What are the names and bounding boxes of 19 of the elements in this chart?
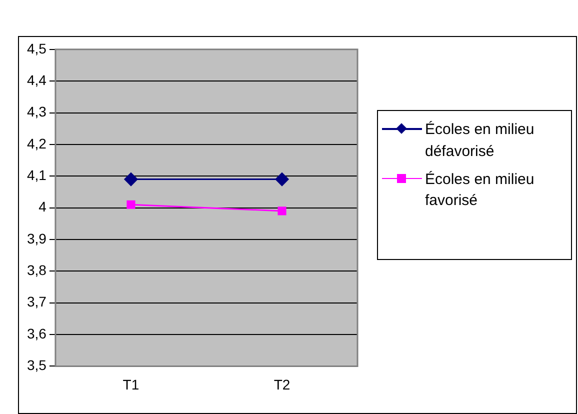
y-tick-label: 4,2	[26, 135, 47, 152]
y-tick-label: 3,5	[26, 357, 47, 374]
y-tick-label: 4,1	[26, 166, 47, 183]
y-tick-label: 4,5	[26, 40, 47, 56]
y-tick-label: 4,4	[26, 72, 47, 88]
point	[124, 172, 138, 186]
y-tick-label: 4	[38, 198, 47, 215]
x-tick-label: T2	[274, 376, 290, 392]
legend-label: Écoles en milieu défavorisé	[425, 120, 536, 162]
point	[275, 172, 289, 186]
legend-label: Écoles en milieu favorisé	[425, 170, 536, 212]
y-tick-label: 4,3	[26, 104, 47, 120]
y-tick-label: 3,7	[26, 294, 47, 310]
y-tick-label: 3,6	[26, 325, 47, 342]
x-tick-label: T1	[122, 376, 140, 392]
point	[278, 206, 286, 216]
point	[126, 200, 136, 209]
y-tick-label: 3,8	[26, 262, 47, 278]
y-tick-label: 3,9	[26, 230, 47, 246]
